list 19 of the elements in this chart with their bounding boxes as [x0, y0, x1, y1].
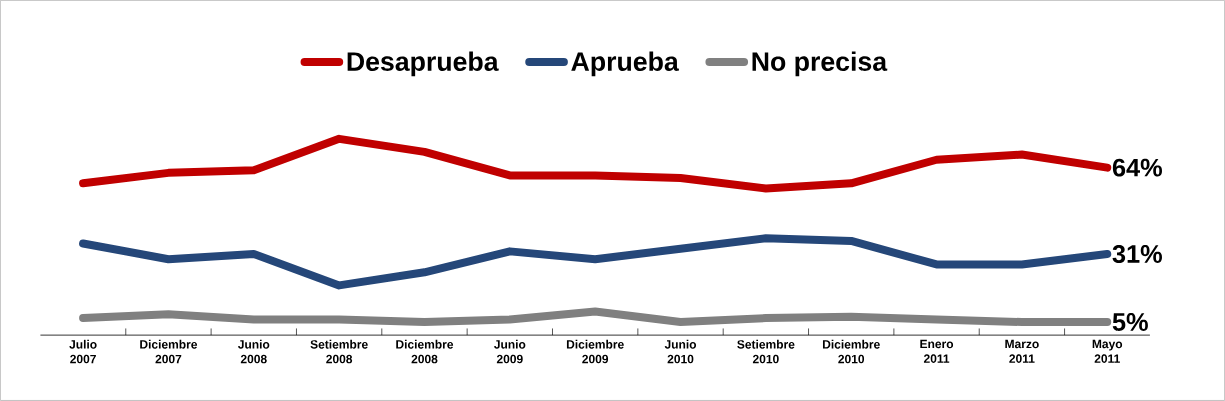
x-tick-label: Diciembre 2009 [566, 339, 624, 364]
x-tick-label: Diciembre 2008 [396, 339, 454, 364]
x-tick-label: Marzo 2011 [1005, 339, 1039, 363]
x-tick-label: Diciembre 2007 [140, 339, 198, 364]
x-tick-label: Junio 2009 [494, 339, 526, 364]
data-label: 64% [1112, 158, 1162, 177]
x-tick-label: Junio 2010 [664, 339, 697, 364]
data-label: 5% [1112, 313, 1148, 332]
legend-label: No precisa [752, 51, 888, 77]
x-tick-label: Setiembre 2010 [737, 339, 795, 364]
x-tick-label: Enero 2011 [920, 339, 954, 363]
legend-label: Aprueba [571, 51, 679, 77]
x-tick-label: Setiembre 2008 [310, 339, 368, 364]
x-tick-label: Julio 2007 [69, 339, 97, 364]
data-label: 31% [1112, 245, 1162, 264]
x-tick-label: Diciembre 2010 [822, 339, 880, 364]
legend-label: Desaprueba [347, 51, 499, 77]
x-tick-label: Junio 2008 [237, 339, 270, 364]
x-tick-label: Mayo 2011 [1092, 339, 1123, 363]
